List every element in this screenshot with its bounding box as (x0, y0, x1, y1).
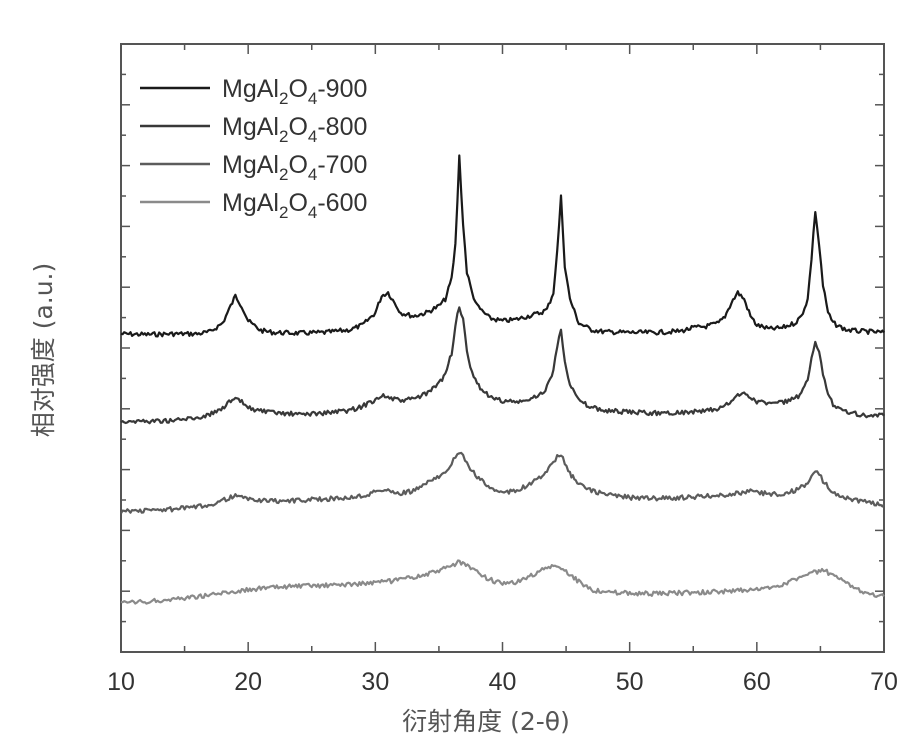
legend-item: MgAl2O4-600 (140, 189, 367, 222)
series-line-600 (120, 559, 885, 605)
x-tick-label: 10 (107, 668, 135, 696)
legend-item: MgAl2O4-900 (140, 75, 367, 108)
legend-label: MgAl2O4-600 (222, 189, 367, 222)
x-tick-label: 50 (616, 668, 644, 696)
axis-ticks (120, 44, 885, 652)
series-line-800 (120, 306, 885, 425)
x-tick-label: 20 (234, 668, 262, 696)
legend-label: MgAl2O4-700 (222, 151, 367, 184)
x-tick-labels: 10 20 30 40 50 60 70 (107, 668, 898, 696)
legend-item: MgAl2O4-800 (140, 113, 367, 146)
x-tick-label: 40 (489, 668, 517, 696)
y-axis-title: 相对强度 (a.u.) (29, 263, 58, 438)
x-tick-label: 70 (870, 668, 898, 696)
series-layer (120, 154, 885, 605)
legend: MgAl2O4-900 MgAl2O4-800 MgAl2O4-700 MgAl2O4… (140, 75, 367, 222)
series-line-700 (120, 451, 885, 514)
x-axis-title: 衍射角度 (2-θ) (402, 707, 570, 736)
legend-label: MgAl2O4-900 (222, 75, 367, 108)
series-line-900 (120, 154, 885, 338)
x-tick-label: 30 (361, 668, 389, 696)
legend-item: MgAl2O4-700 (140, 151, 367, 184)
legend-label: MgAl2O4-800 (222, 113, 367, 146)
x-tick-label: 60 (743, 668, 771, 696)
